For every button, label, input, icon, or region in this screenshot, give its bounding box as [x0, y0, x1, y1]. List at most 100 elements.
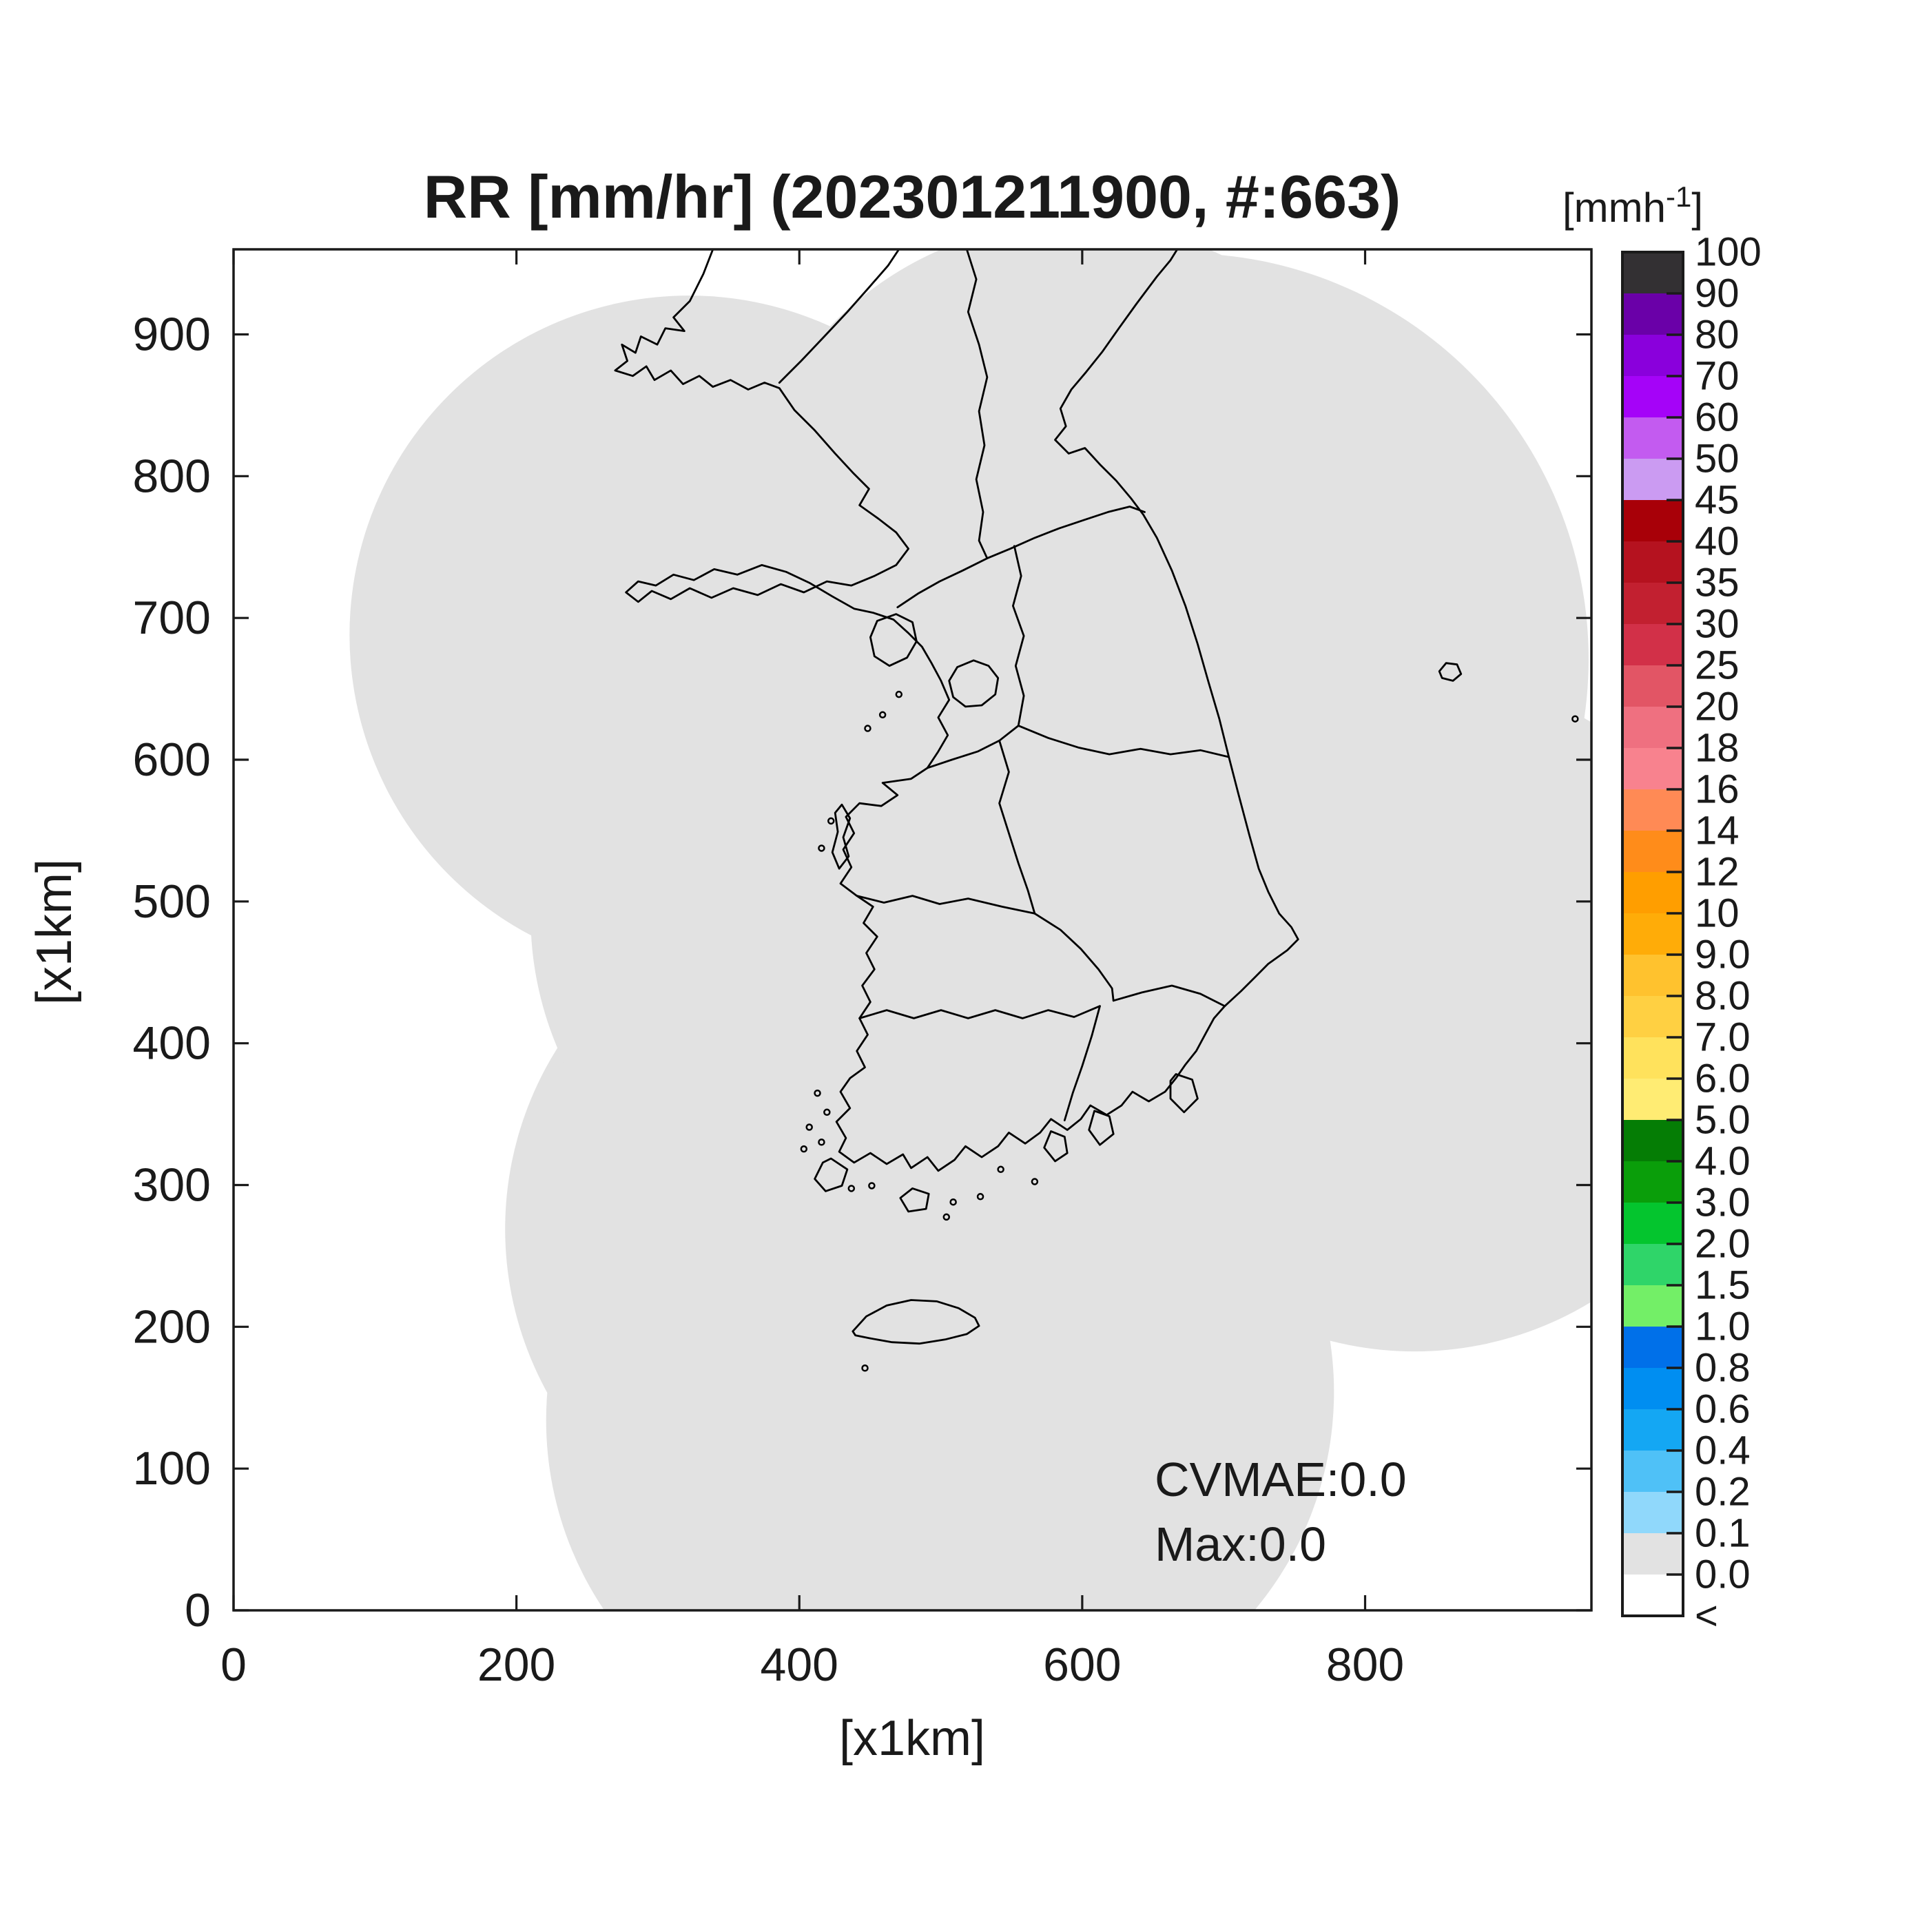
- colorbar-label: 40: [1695, 519, 1740, 564]
- island-outline: [1438, 662, 1463, 682]
- island-outline: [831, 803, 852, 870]
- islet-dot: [868, 1182, 876, 1190]
- y-tick-label: 0: [185, 1584, 211, 1637]
- islet-dot: [800, 1145, 808, 1153]
- colorbar-segment: [1622, 1203, 1683, 1244]
- colorbar-segment: [1622, 335, 1683, 376]
- colorbar-segment: [1622, 1451, 1683, 1492]
- colorbar-label: 45: [1695, 478, 1740, 523]
- colorbar-label: 18: [1695, 726, 1740, 771]
- colorbar-label: <: [1695, 1594, 1718, 1639]
- colorbar-segment: [1622, 1285, 1683, 1327]
- korea-map-outlines: [614, 249, 1579, 1372]
- colorbar-label: 6.0: [1695, 1057, 1751, 1101]
- colorbar-segment: [1622, 1575, 1683, 1616]
- islet-dot: [818, 844, 825, 852]
- colorbar-label: 50: [1695, 437, 1740, 481]
- x-tick-label: 600: [1043, 1639, 1121, 1691]
- islet-dot: [847, 1185, 856, 1192]
- colorbar-segment: [1622, 872, 1683, 913]
- y-tick-label: 500: [133, 875, 211, 928]
- colorbar-label: 14: [1695, 809, 1740, 853]
- radar-coverage-area: [349, 249, 1591, 1610]
- coastline-border-path: [1012, 545, 1025, 727]
- islet-dot: [942, 1213, 951, 1221]
- island-outline: [1169, 1073, 1199, 1114]
- coastline-border-path: [858, 1005, 1101, 1019]
- islet-dot: [878, 711, 887, 719]
- island-outline: [1088, 1110, 1115, 1146]
- islet-dot: [861, 1364, 869, 1372]
- colorbar: 100908070605045403530252018161412109.08.…: [1621, 230, 1762, 1639]
- colorbar-segment: [1622, 1368, 1683, 1409]
- y-tick-label: 200: [133, 1300, 211, 1353]
- colorbar-segment: [1622, 1409, 1683, 1451]
- colorbar-segment: [1622, 996, 1683, 1037]
- plot-frame: [232, 248, 1593, 1612]
- radar-range-circle: [884, 604, 1563, 1284]
- coastline-border-path: [1112, 984, 1226, 1008]
- colorbar-segment: [1622, 665, 1683, 707]
- colorbar-segment: [1622, 252, 1683, 293]
- x-tick-label: 200: [477, 1639, 555, 1691]
- islet-dot: [976, 1193, 984, 1201]
- colorbar-segment: [1622, 541, 1683, 583]
- x-tick-label: 800: [1326, 1639, 1404, 1691]
- colorbar-label: 16: [1695, 767, 1740, 812]
- y-tick-label: 800: [133, 450, 211, 502]
- coastline-border-path: [998, 739, 1036, 915]
- colorbar-label: 90: [1695, 271, 1740, 316]
- colorbar-segment: [1622, 624, 1683, 665]
- x-tick-label: 0: [220, 1639, 247, 1691]
- y-tick-label: 300: [133, 1159, 211, 1212]
- colorbar-label: 30: [1695, 602, 1740, 647]
- colorbar-label: 8.0: [1695, 974, 1751, 1019]
- island-outline: [899, 1187, 930, 1213]
- colorbar-segment: [1622, 293, 1683, 335]
- islet-dot: [818, 1139, 825, 1146]
- colorbar-segment: [1622, 913, 1683, 955]
- colorbar-segment: [1622, 459, 1683, 500]
- coastline-border-path: [965, 249, 989, 559]
- colorbar-segment: [1622, 1492, 1683, 1533]
- colorbar-label: 0.8: [1695, 1346, 1751, 1391]
- coastline-border-path: [896, 506, 1146, 609]
- colorbar-label: 35: [1695, 561, 1740, 605]
- islet-dot: [827, 817, 835, 825]
- colorbar-segment: [1622, 831, 1683, 872]
- plot-title: RR [mm/hr] (202301211900, #:663): [424, 163, 1401, 231]
- colorbar-segment: [1622, 789, 1683, 831]
- colorbar-label: 0.0: [1695, 1552, 1751, 1597]
- coastline-border-path: [948, 659, 1000, 708]
- coastline-border-path: [926, 725, 1020, 769]
- islet-dot: [997, 1165, 1004, 1174]
- colorbar-label: 0.6: [1695, 1387, 1751, 1432]
- y-tick-label: 400: [133, 1017, 211, 1070]
- colorbar-label: 20: [1695, 685, 1740, 729]
- colorbar-label: 12: [1695, 850, 1740, 895]
- colorbar-segment: [1622, 500, 1683, 541]
- colorbar-segment: [1622, 1327, 1683, 1368]
- y-tick-label: 600: [133, 734, 211, 786]
- coastline-border-path: [778, 249, 900, 384]
- colorbar-label: 25: [1695, 643, 1740, 688]
- cvmae-annotation: CVMAE:0.0: [1155, 1453, 1407, 1506]
- coastline-border-path: [856, 895, 1036, 915]
- colorbar-label: 70: [1695, 354, 1740, 399]
- colorbar-border: [1621, 251, 1684, 1617]
- colorbar-label: 0.4: [1695, 1429, 1751, 1473]
- colorbar-label: 2.0: [1695, 1222, 1751, 1267]
- island-outline: [1043, 1130, 1069, 1163]
- colorbar-label: 3.0: [1695, 1181, 1751, 1225]
- axis-ticks: [232, 249, 1591, 1612]
- colorbar-label: 60: [1695, 395, 1740, 440]
- colorbar-segment: [1622, 748, 1683, 789]
- island-outline: [852, 1299, 980, 1345]
- colorbar-label: 4.0: [1695, 1139, 1751, 1184]
- colorbar-label: 5.0: [1695, 1098, 1751, 1143]
- coastline-border-path: [614, 249, 1299, 1172]
- colorbar-label: 0.1: [1695, 1511, 1751, 1556]
- islet-dot: [895, 690, 903, 698]
